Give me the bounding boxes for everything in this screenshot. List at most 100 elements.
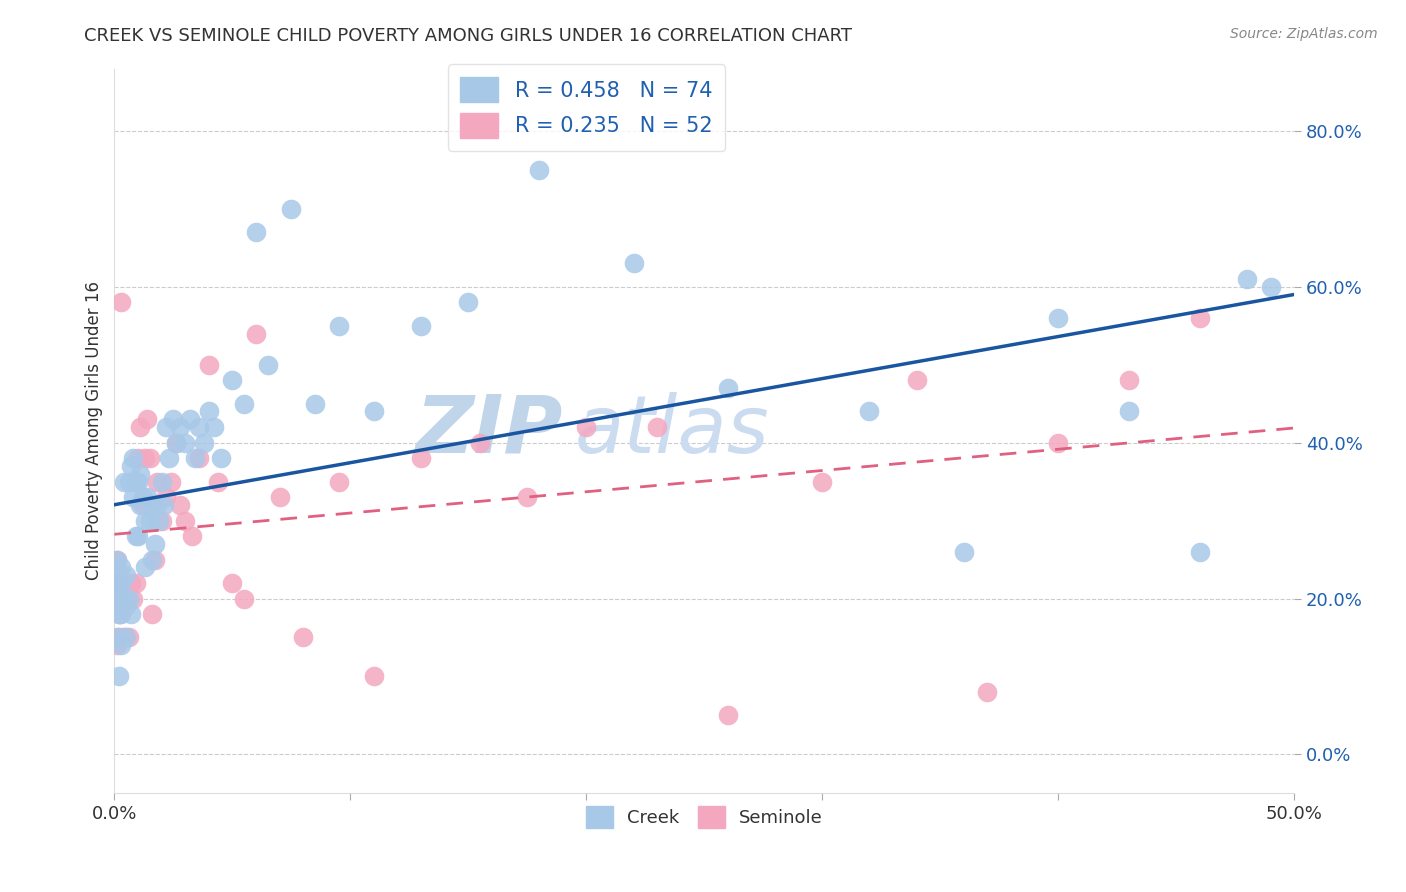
Point: [108, 568, 131, 582]
Text: CREEK VS SEMINOLE CHILD POVERTY AMONG GIRLS UNDER 16 CORRELATION CHART: CREEK VS SEMINOLE CHILD POVERTY AMONG GI…: [84, 27, 852, 45]
Point: [110, 560, 132, 574]
Point: [150, 475, 173, 489]
Point: [129, 420, 152, 434]
Point: [146, 498, 169, 512]
Point: [411, 451, 433, 466]
Point: [139, 514, 162, 528]
Point: [105, 552, 128, 566]
Point: [1188, 310, 1211, 325]
Point: [717, 381, 740, 395]
Point: [193, 435, 215, 450]
Point: [117, 631, 139, 645]
Point: [108, 607, 131, 621]
Point: [110, 575, 132, 590]
Point: [143, 552, 166, 566]
Point: [124, 529, 146, 543]
Point: [157, 451, 180, 466]
Point: [110, 295, 132, 310]
Point: [292, 631, 315, 645]
Text: Source: ZipAtlas.com: Source: ZipAtlas.com: [1230, 27, 1378, 41]
Point: [105, 575, 128, 590]
Point: [120, 458, 142, 473]
Point: [468, 435, 491, 450]
Point: [153, 498, 176, 512]
Point: [188, 420, 211, 434]
Point: [174, 514, 197, 528]
Point: [181, 529, 204, 543]
Text: atlas: atlas: [575, 392, 769, 470]
Point: [221, 373, 243, 387]
Point: [108, 669, 131, 683]
Point: [363, 404, 385, 418]
Point: [108, 607, 131, 621]
Point: [129, 498, 152, 512]
Point: [858, 404, 880, 418]
Point: [233, 397, 256, 411]
Point: [233, 591, 256, 606]
Point: [110, 638, 132, 652]
Point: [202, 420, 225, 434]
Point: [165, 435, 187, 450]
Point: [134, 451, 156, 466]
Point: [108, 591, 131, 606]
Point: [198, 358, 221, 372]
Text: ZIP: ZIP: [415, 392, 562, 470]
Point: [155, 420, 177, 434]
Point: [328, 475, 350, 489]
Point: [245, 225, 267, 239]
Point: [143, 537, 166, 551]
Point: [411, 318, 433, 333]
Point: [280, 202, 302, 216]
Point: [117, 591, 139, 606]
Point: [811, 475, 834, 489]
Point: [148, 514, 170, 528]
Point: [105, 552, 128, 566]
Point: [110, 591, 132, 606]
Point: [221, 575, 243, 590]
Point: [198, 404, 221, 418]
Point: [905, 373, 928, 387]
Point: [527, 162, 550, 177]
Point: [1188, 545, 1211, 559]
Point: [124, 475, 146, 489]
Point: [141, 498, 163, 512]
Point: [124, 575, 146, 590]
Point: [136, 412, 159, 426]
Point: [953, 545, 976, 559]
Point: [110, 607, 132, 621]
Point: [122, 451, 145, 466]
Point: [139, 451, 162, 466]
Point: [976, 685, 998, 699]
Point: [179, 412, 201, 426]
Point: [1047, 310, 1070, 325]
Y-axis label: Child Poverty Among Girls Under 16: Child Poverty Among Girls Under 16: [86, 282, 103, 581]
Point: [457, 295, 479, 310]
Point: [155, 490, 177, 504]
Point: [269, 490, 291, 504]
Point: [146, 475, 169, 489]
Point: [112, 631, 135, 645]
Point: [117, 475, 139, 489]
Point: [1118, 404, 1140, 418]
Point: [122, 591, 145, 606]
Point: [105, 575, 128, 590]
Point: [112, 475, 135, 489]
Point: [115, 568, 138, 582]
Point: [108, 631, 131, 645]
Point: [623, 256, 645, 270]
Point: [516, 490, 538, 504]
Point: [1047, 435, 1070, 450]
Point: [115, 631, 138, 645]
Point: [207, 475, 229, 489]
Point: [174, 435, 197, 450]
Legend: Creek, Seminole: Creek, Seminole: [578, 798, 830, 835]
Point: [105, 631, 128, 645]
Point: [127, 451, 149, 466]
Point: [115, 591, 138, 606]
Point: [132, 490, 155, 504]
Point: [115, 599, 138, 614]
Point: [1118, 373, 1140, 387]
Point: [183, 451, 205, 466]
Point: [105, 591, 128, 606]
Point: [1260, 279, 1282, 293]
